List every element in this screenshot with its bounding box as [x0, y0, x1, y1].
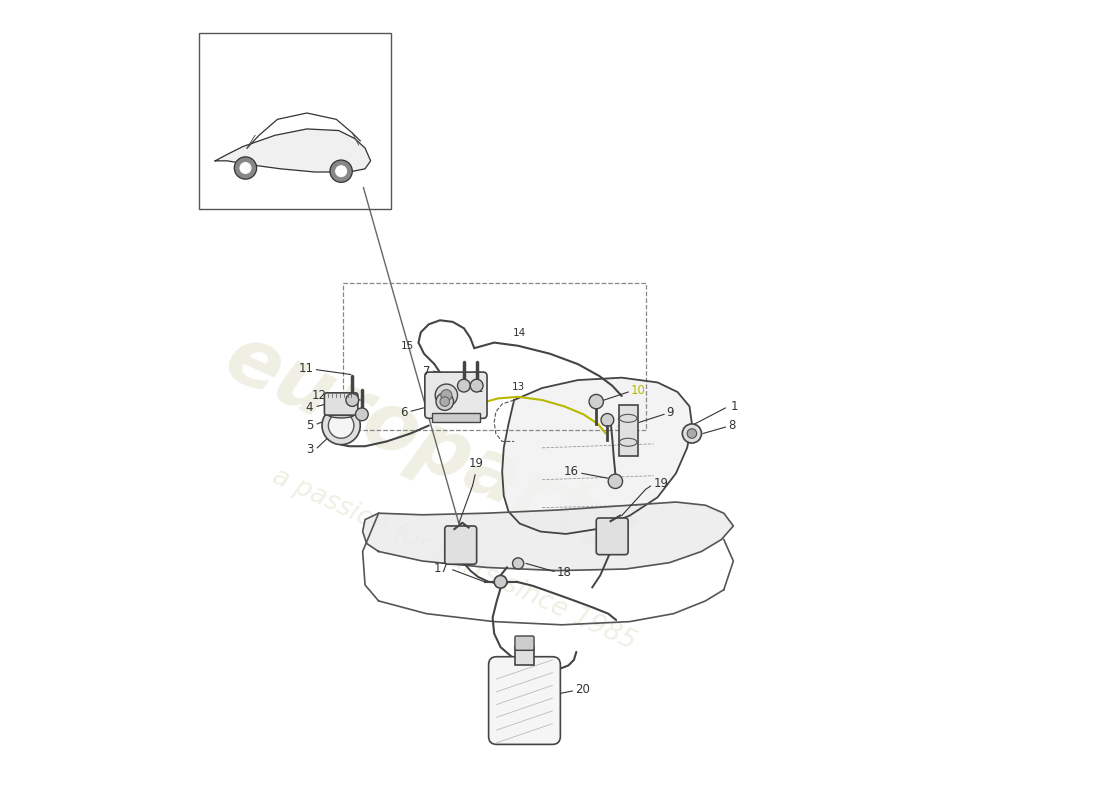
Circle shape — [240, 162, 251, 174]
Text: 3: 3 — [306, 443, 313, 456]
Text: a passion for parts since 1985: a passion for parts since 1985 — [268, 463, 640, 655]
Circle shape — [494, 575, 507, 588]
Bar — [618, 405, 638, 456]
Bar — [515, 647, 535, 665]
Text: 14: 14 — [513, 328, 526, 338]
Bar — [199, 34, 390, 209]
Text: 18: 18 — [557, 566, 571, 579]
FancyBboxPatch shape — [488, 657, 560, 744]
Text: 19: 19 — [470, 457, 484, 470]
Circle shape — [436, 384, 458, 406]
Circle shape — [441, 390, 452, 401]
Circle shape — [436, 393, 453, 410]
Bar — [343, 283, 646, 430]
Ellipse shape — [328, 410, 354, 418]
Circle shape — [601, 414, 614, 426]
Text: 7: 7 — [422, 365, 430, 378]
FancyBboxPatch shape — [515, 636, 535, 650]
Circle shape — [329, 413, 354, 438]
Bar — [432, 413, 480, 422]
Circle shape — [345, 394, 359, 406]
Text: 11: 11 — [299, 362, 314, 374]
Text: 9: 9 — [667, 406, 674, 419]
Polygon shape — [503, 378, 692, 534]
Circle shape — [590, 394, 604, 409]
Text: 13: 13 — [512, 382, 525, 392]
Circle shape — [234, 157, 256, 179]
Circle shape — [682, 424, 702, 443]
Text: 10: 10 — [615, 418, 630, 430]
Text: 8: 8 — [728, 419, 735, 432]
Circle shape — [330, 160, 352, 182]
Circle shape — [458, 379, 471, 392]
Circle shape — [336, 166, 346, 177]
Circle shape — [322, 406, 361, 445]
FancyBboxPatch shape — [444, 526, 476, 564]
Text: 19: 19 — [653, 478, 669, 490]
Text: 16: 16 — [563, 466, 579, 478]
Polygon shape — [363, 502, 734, 570]
Circle shape — [513, 558, 524, 569]
Text: 12: 12 — [311, 389, 327, 402]
Circle shape — [608, 474, 623, 489]
FancyBboxPatch shape — [324, 393, 358, 415]
Text: 1: 1 — [730, 400, 738, 413]
FancyBboxPatch shape — [596, 518, 628, 554]
Text: 10: 10 — [630, 384, 646, 397]
Text: 6: 6 — [400, 406, 408, 419]
Circle shape — [440, 397, 450, 406]
Text: europarts: europarts — [212, 318, 649, 578]
Text: 5: 5 — [306, 419, 313, 432]
Text: 15: 15 — [402, 341, 415, 350]
Circle shape — [688, 429, 696, 438]
Circle shape — [355, 408, 368, 421]
Text: 20: 20 — [575, 683, 591, 696]
Circle shape — [471, 379, 483, 392]
Text: 2: 2 — [475, 382, 483, 395]
Text: 17: 17 — [433, 562, 449, 574]
Ellipse shape — [619, 414, 637, 422]
Text: 4: 4 — [306, 402, 313, 414]
Ellipse shape — [619, 438, 637, 446]
Polygon shape — [216, 129, 371, 172]
FancyBboxPatch shape — [425, 372, 487, 418]
